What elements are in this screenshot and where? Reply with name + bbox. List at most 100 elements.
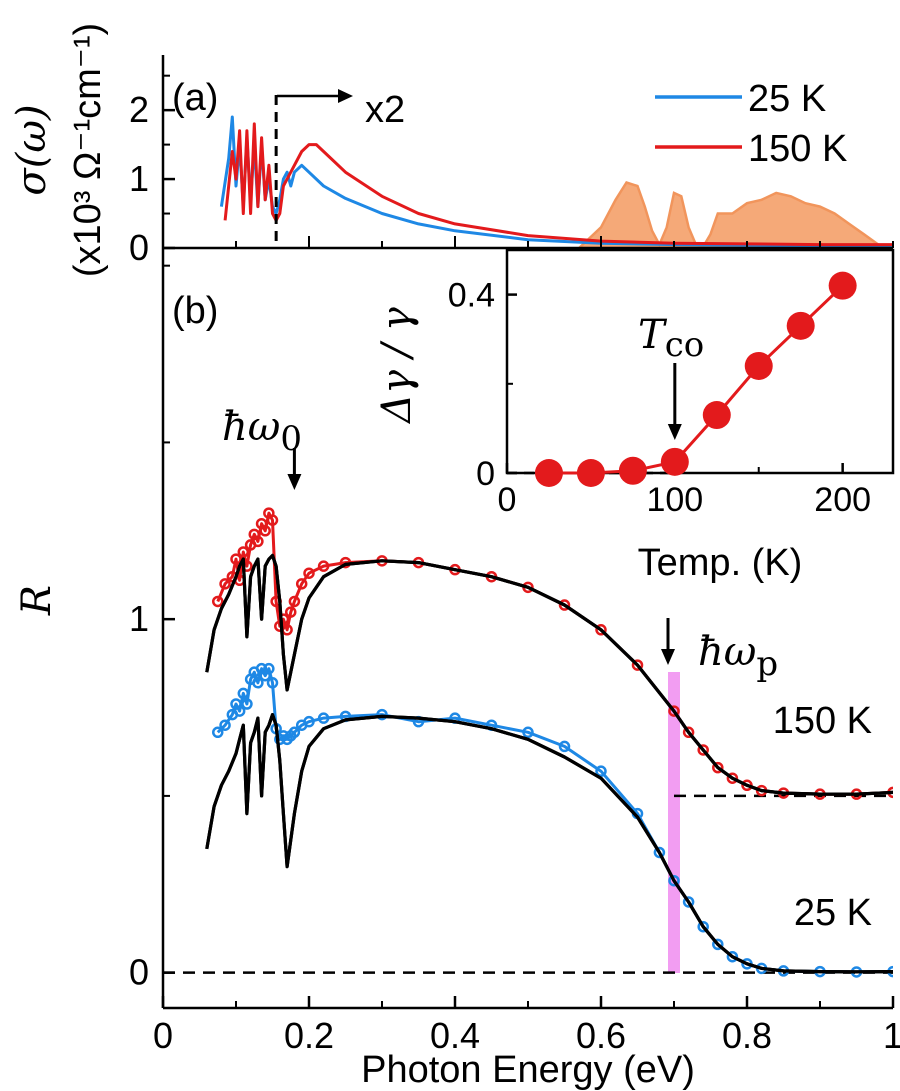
data-point	[317, 712, 330, 724]
data-point	[668, 874, 680, 887]
data-point	[712, 761, 724, 774]
inset-ylabel: Δγ / γ	[374, 307, 420, 425]
inset-data	[507, 271, 857, 487]
data-point	[233, 705, 246, 717]
reflectivity-25k-fit	[205, 712, 893, 974]
data-point	[682, 896, 695, 908]
data-point	[263, 662, 275, 675]
panel-a-ylabel-units: (x10³ Ω⁻¹cm⁻¹)	[67, 23, 109, 277]
markers-25k-data	[212, 662, 893, 978]
data-point	[697, 744, 709, 756]
inset-xtick-label: 100	[646, 481, 703, 519]
inset: 0 0.4 0 100 200 Δγ / γ Temp. (K) Tco	[374, 248, 895, 584]
panel-b-xlabel: Photon Energy (eV)	[361, 1049, 695, 1091]
data-point	[219, 578, 231, 590]
data-point	[558, 740, 571, 753]
omega0-arrow-head	[287, 474, 302, 490]
panel-a-ytick-label: 1	[129, 158, 149, 199]
panel-a-ytick-label: 0	[129, 227, 149, 268]
omegap-annotation: ħωp	[661, 618, 778, 684]
data-point	[376, 708, 388, 721]
data-point	[212, 595, 224, 608]
label-25k: 25 K	[794, 892, 872, 934]
data-point	[212, 726, 224, 739]
inset-point	[702, 401, 731, 430]
inset-point	[618, 456, 647, 485]
data-point	[259, 525, 271, 537]
panel-a: 0 1 2 (a) x2 25 K 150 K σ(ω) (x10³ Ω⁻¹cm⁻¹)	[9, 23, 894, 277]
inset-ytick-label: 0.4	[448, 277, 495, 315]
data-point	[252, 677, 264, 689]
inset-xlabel: Temp. (K)	[638, 542, 803, 584]
data-point	[295, 578, 308, 590]
x2-arrow-head	[338, 89, 353, 103]
inset-xtick-label: 200	[814, 481, 871, 519]
panel-b-axes: 0 1 0 0.2 0.4 0.6 0.8 1	[129, 248, 900, 1056]
data-point	[288, 595, 301, 608]
panel-b-xtick-label: 0.2	[284, 1015, 334, 1056]
data-point	[230, 553, 242, 565]
omega0-label: ħω0	[222, 404, 302, 459]
panel-a-series	[219, 115, 893, 248]
panel-b: 0 1 0 0.2 0.4 0.6 0.8 1 (b) R Photon Energy (eV…	[14, 248, 900, 1091]
panel-b-tag: (b)	[172, 290, 218, 332]
panel-b-xtick-label: 1	[883, 1015, 900, 1056]
data-point	[726, 950, 739, 963]
reflectivity-fit-overlay	[205, 553, 893, 796]
data-point	[697, 920, 709, 933]
data-point	[653, 846, 666, 859]
legend-label-25k: 25 K	[748, 78, 826, 120]
data-point	[285, 606, 297, 618]
legend-label-150k: 150 K	[748, 128, 847, 170]
data-point	[277, 613, 290, 625]
inset-point	[786, 311, 815, 340]
data-point	[726, 772, 739, 784]
data-point	[237, 546, 250, 558]
omegap-arrow-head	[661, 649, 675, 665]
panel-a-tag: (a)	[172, 77, 218, 119]
legend: 25 K 150 K	[655, 78, 847, 170]
data-point	[682, 726, 695, 739]
x2-label: x2	[365, 89, 405, 131]
data-point	[712, 938, 724, 951]
data-point	[668, 705, 680, 717]
tco-annotation: Tco	[638, 312, 704, 440]
tco-label: Tco	[638, 312, 704, 365]
inset-point	[534, 459, 563, 487]
panel-b-xtick-label: 0	[153, 1015, 173, 1056]
data-point	[241, 698, 253, 710]
data-point	[595, 765, 607, 777]
inset-point	[828, 271, 857, 300]
panel-a-ytick-label: 2	[129, 89, 149, 130]
panel-b-ytick-label: 1	[129, 598, 149, 639]
plasma-band	[668, 672, 680, 973]
omegap-label: ħωp	[698, 629, 778, 684]
data-point	[522, 726, 534, 739]
panel-b-series	[205, 507, 893, 978]
data-point	[252, 535, 264, 548]
data-point	[266, 677, 279, 689]
sigma-series-150k	[223, 122, 893, 247]
data-point	[266, 514, 279, 526]
data-point	[595, 624, 607, 636]
data-point	[631, 659, 644, 671]
panel-a-ylabel: σ(ω)	[9, 104, 55, 195]
inset-point	[744, 351, 773, 380]
data-point	[237, 687, 250, 700]
tco-arrow-head	[667, 424, 682, 440]
data-point	[219, 719, 231, 731]
panel-b-xtick-label: 0.4	[430, 1015, 480, 1056]
panel-b-ytick-label: 0	[129, 952, 149, 993]
panel-b-xtick-label: 0.8	[722, 1015, 772, 1056]
data-point	[303, 567, 315, 579]
data-point	[317, 560, 330, 572]
panel-b-xtick-label: 0.6	[576, 1015, 626, 1056]
omega0-annotation: ħω0	[222, 404, 302, 490]
label-150k: 150 K	[773, 700, 872, 742]
data-point	[558, 599, 571, 611]
data-point	[288, 726, 301, 739]
inset-point	[660, 447, 689, 476]
x2-annotation: x2	[277, 89, 405, 131]
reflectivity-fit-overlay	[205, 712, 893, 974]
